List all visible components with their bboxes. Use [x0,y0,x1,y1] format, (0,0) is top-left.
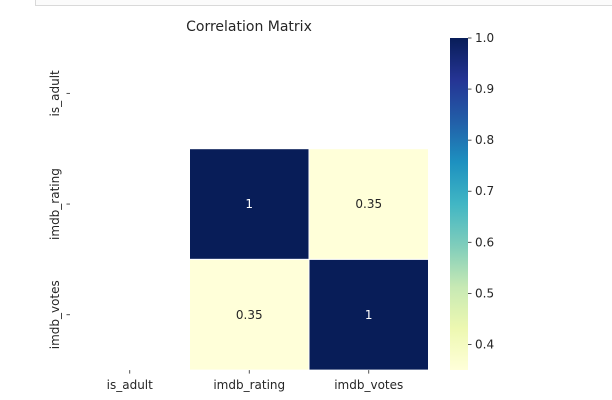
colorbar-tick-label: 0.9 [475,82,494,96]
cell-annotation: 0.35 [355,197,382,211]
heatmap-cell [189,258,310,371]
x-axis: is_adult imdb_rating imdb_votes [107,370,403,392]
y-tick-label: imdb_rating [48,168,62,240]
colorbar-tick-label: 0.4 [475,337,494,351]
colorbar-tick-label: 1.0 [475,31,494,45]
cell-annotation: 1 [365,308,373,322]
heatmap-cells: 1 0.35 0.35 1 [189,148,429,371]
heatmap-cell [308,148,429,260]
colorbar-tick-label: 0.5 [475,286,494,300]
cell-annotation: 1 [245,197,253,211]
colorbar-tick-label: 0.6 [475,235,494,249]
colorbar: 1.0 0.9 0.8 0.7 0.6 0.5 0.4 [450,31,494,370]
y-tick-label: imdb_votes [48,280,62,349]
y-tick-label: is_adult [48,70,62,116]
x-tick-label: is_adult [107,378,153,392]
cell-annotation: 0.35 [236,308,263,322]
notebook-output-frame [35,0,612,6]
colorbar-gradient [450,38,468,370]
y-axis: is_adult imdb_rating imdb_votes [48,70,70,349]
colorbar-tick-label: 0.8 [475,133,494,147]
colorbar-tick-label: 0.7 [475,184,494,198]
x-tick-label: imdb_rating [213,378,285,392]
chart-title: Correlation Matrix [186,19,312,35]
heatmap-cell [308,258,429,371]
x-tick-label: imdb_votes [334,378,403,392]
